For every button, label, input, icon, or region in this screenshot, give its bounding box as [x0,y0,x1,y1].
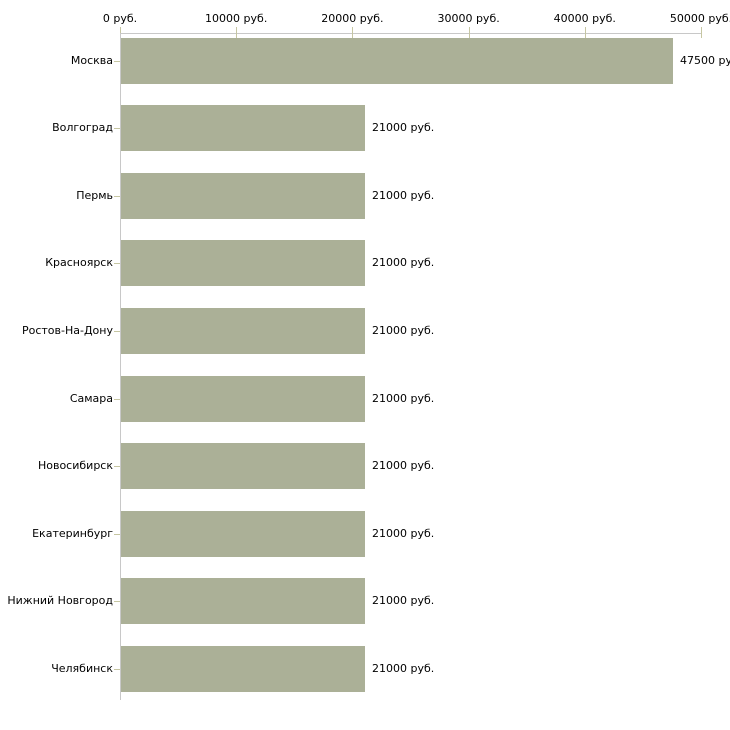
category-label: Нижний Новгород [7,594,113,607]
category-label: Екатеринбург [32,527,113,540]
category-label: Москва [70,54,113,67]
bar [121,105,365,151]
category-label: Самара [69,392,113,405]
bar [121,646,365,692]
x-axis-tick-label: 0 руб. [102,12,138,25]
category-label: Ростов-На-Дону [21,324,113,337]
x-axis-tick [120,27,121,38]
category-label: Пермь [76,189,113,202]
y-axis-tick [114,263,120,264]
x-axis-tick-label: 20000 руб. [321,12,384,25]
bar [121,38,673,84]
value-label: 21000 руб. [372,256,435,269]
bar [121,376,365,422]
value-label: 21000 руб. [372,459,435,472]
bar [121,511,365,557]
y-axis-tick [114,128,120,129]
bar [121,443,365,489]
y-axis-tick [114,196,120,197]
bar [121,578,365,624]
x-axis-line [120,33,702,34]
value-label: 21000 руб. [372,527,435,540]
y-axis-line [120,33,121,700]
x-axis-tick [468,27,470,38]
x-axis-tick-label: 50000 руб. [669,12,730,25]
value-label: 21000 руб. [372,392,435,405]
x-axis-tick [584,27,586,38]
value-label: 21000 руб. [372,594,435,607]
value-label: 21000 руб. [372,324,435,337]
category-label: Волгоград [52,121,113,134]
x-axis-tick-label: 30000 руб. [437,12,500,25]
category-label: Челябинск [51,662,113,675]
value-label: 47500 руб. [680,54,730,67]
value-label: 21000 руб. [372,121,435,134]
x-axis-tick-label: 40000 руб. [553,12,616,25]
category-label: Новосибирск [37,459,113,472]
y-axis-tick [114,331,120,332]
bar [121,308,365,354]
value-label: 21000 руб. [372,189,435,202]
y-axis-tick [114,601,120,602]
x-axis-tick [236,27,238,38]
bar [121,240,365,286]
value-label: 21000 руб. [372,662,435,675]
y-axis-tick [114,466,120,467]
x-axis-tick [352,27,354,38]
category-label: Красноярск [45,256,113,269]
y-axis-tick [114,61,120,62]
x-axis-tick-label: 10000 руб. [205,12,268,25]
y-axis-tick [114,399,120,400]
y-axis-tick [114,534,120,535]
bar [121,173,365,219]
y-axis-tick [114,669,120,670]
x-axis-tick [701,27,702,38]
